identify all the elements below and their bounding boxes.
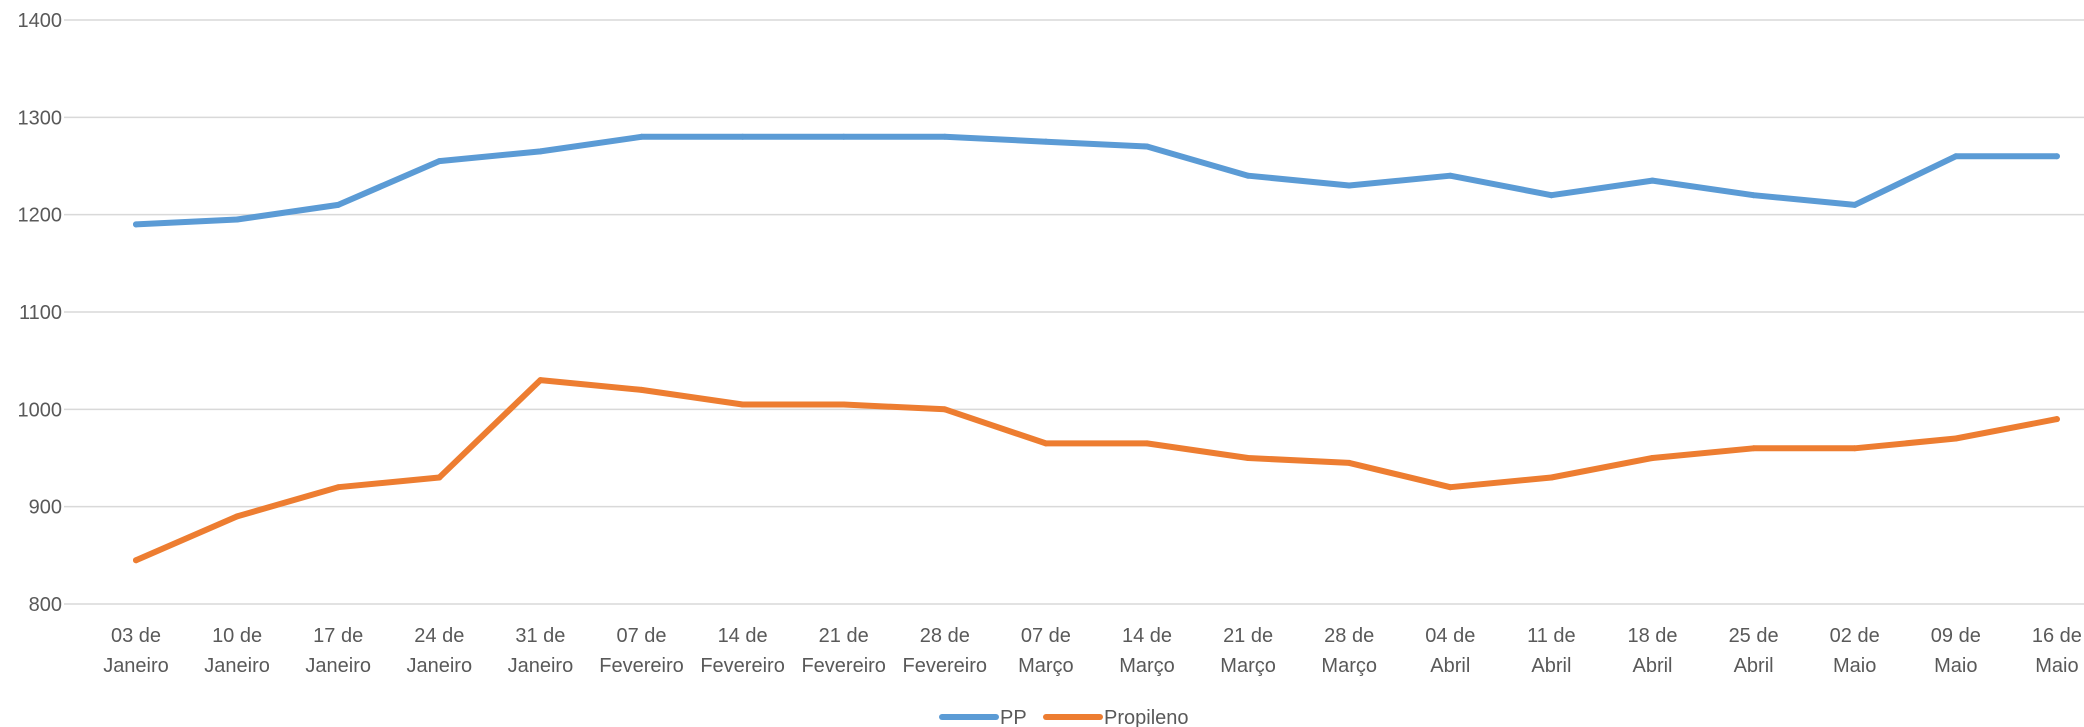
x-tick-label: 10 de Janeiro: [204, 625, 270, 677]
x-tick-label: 28 de Fevereiro: [903, 625, 987, 677]
data-point-pp: [840, 133, 847, 140]
data-point-propileno: [1548, 474, 1555, 481]
data-point-pp: [2053, 153, 2060, 160]
data-point-pp: [1042, 138, 1049, 145]
y-tick-label: 1100: [19, 302, 62, 324]
y-tick-label: 1000: [18, 399, 63, 421]
data-point-propileno: [941, 406, 948, 413]
data-point-propileno: [1144, 440, 1150, 447]
data-point-propileno: [436, 474, 443, 481]
gridlines: [64, 19, 2084, 605]
x-tick-label: 24 de Janeiro: [406, 625, 472, 677]
series-lines: [133, 133, 2060, 564]
data-point-pp: [436, 158, 443, 165]
data-point-propileno: [335, 484, 342, 491]
data-point-propileno: [1750, 445, 1757, 452]
x-tick-label: 07 de Fevereiro: [599, 625, 683, 677]
data-point-pp: [537, 148, 544, 155]
data-point-pp: [1346, 182, 1353, 189]
data-point-pp: [1649, 177, 1656, 184]
data-point-pp: [1144, 143, 1150, 150]
data-point-propileno: [1245, 455, 1252, 461]
data-point-pp: [1548, 192, 1555, 199]
y-tick-label: 1400: [18, 10, 63, 32]
x-tick-label: 09 de Maio: [1931, 625, 1981, 677]
data-point-pp: [234, 216, 241, 223]
legend-label-propileno: Propileno: [1104, 707, 1189, 727]
legend-label-pp: PP: [1000, 707, 1027, 727]
data-point-pp: [133, 221, 139, 228]
data-point-pp: [739, 133, 746, 140]
x-tick-label: 02 de Maio: [1830, 625, 1880, 677]
data-point-propileno: [2053, 416, 2060, 423]
data-point-propileno: [1952, 435, 1959, 442]
x-tick-label: 14 de Março: [1119, 625, 1175, 677]
data-point-propileno: [840, 401, 847, 408]
legend: PP Propileno: [939, 707, 1189, 727]
x-tick-label: 16 de Maio: [2032, 625, 2082, 677]
data-point-propileno: [638, 386, 645, 393]
x-axis-tick-labels: 03 de Janeiro 10 de Janeiro 17 de Janeiro 24 d…: [103, 625, 2082, 677]
data-point-pp: [1447, 172, 1454, 179]
data-point-pp: [638, 133, 645, 140]
y-tick-label: 900: [29, 497, 62, 519]
data-point-propileno: [1851, 445, 1858, 452]
data-point-pp: [335, 201, 342, 208]
data-point-propileno: [739, 401, 746, 408]
y-axis-tick-labels: 800 900 1000 1100 1200 1300 1400: [18, 10, 63, 616]
data-point-pp: [1245, 172, 1252, 179]
x-tick-label: 18 de Abril: [1627, 625, 1677, 677]
x-tick-label: 21 de Março: [1220, 625, 1276, 677]
y-tick-label: 800: [29, 594, 62, 616]
data-point-propileno: [1346, 459, 1353, 466]
data-point-pp: [1851, 201, 1858, 208]
x-tick-label: 28 de Março: [1321, 625, 1377, 677]
x-tick-label: 03 de Janeiro: [103, 625, 169, 677]
data-point-propileno: [537, 377, 544, 384]
data-point-pp: [941, 133, 948, 140]
series-line-pp: [133, 133, 2060, 228]
x-tick-label: 21 de Fevereiro: [801, 625, 885, 677]
data-point-propileno: [1447, 484, 1454, 491]
y-tick-label: 1200: [18, 205, 63, 227]
x-tick-label: 31 de Janeiro: [508, 625, 574, 677]
data-point-propileno: [1649, 455, 1656, 461]
data-point-pp: [1952, 153, 1959, 160]
x-tick-label: 17 de Janeiro: [305, 625, 371, 677]
y-tick-label: 1300: [18, 107, 63, 129]
x-tick-label: 25 de Abril: [1729, 625, 1779, 677]
data-point-pp: [1750, 192, 1757, 199]
data-point-propileno: [234, 513, 241, 520]
x-tick-label: 07 de Março: [1018, 625, 1074, 677]
x-tick-label: 11 de Abril: [1527, 625, 1576, 677]
data-point-propileno: [133, 557, 139, 564]
data-point-propileno: [1042, 440, 1049, 447]
series-line-propileno: [133, 377, 2060, 564]
x-tick-label: 04 de Abril: [1425, 625, 1475, 677]
x-tick-label: 14 de Fevereiro: [700, 625, 784, 677]
